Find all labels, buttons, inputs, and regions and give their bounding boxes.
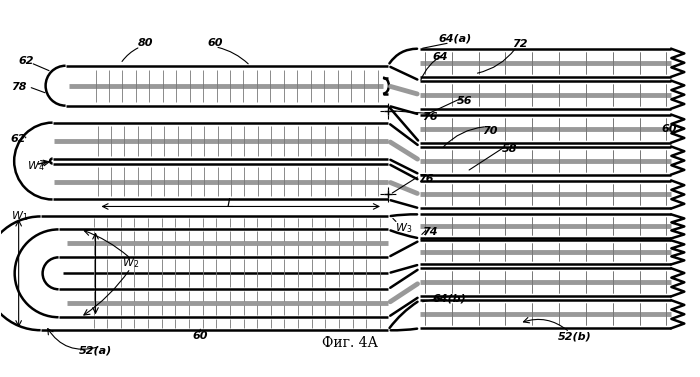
Text: 52(b): 52(b) <box>558 331 591 341</box>
Text: 60: 60 <box>662 124 677 133</box>
Text: 56: 56 <box>457 96 473 106</box>
Text: 76: 76 <box>422 112 438 122</box>
Text: 78: 78 <box>10 82 26 92</box>
Text: 64(a): 64(a) <box>438 34 471 44</box>
Text: 62: 62 <box>10 133 26 144</box>
Text: $W_1$: $W_1$ <box>10 210 28 223</box>
Text: 80: 80 <box>138 38 153 48</box>
Text: $W_2$: $W_2$ <box>122 256 139 270</box>
Text: 72: 72 <box>512 39 527 49</box>
Text: $W_4$: $W_4$ <box>27 159 44 173</box>
Text: 76: 76 <box>418 173 433 184</box>
Text: 52(a): 52(a) <box>79 345 112 355</box>
Text: 70: 70 <box>482 126 498 136</box>
Text: Фиг. 4А: Фиг. 4А <box>322 336 378 350</box>
Text: 62: 62 <box>19 56 34 66</box>
Text: $W_3$: $W_3$ <box>395 222 412 235</box>
Text: 60: 60 <box>193 331 208 341</box>
Text: 64: 64 <box>432 52 447 62</box>
Text: 64(b): 64(b) <box>433 293 467 303</box>
Text: 74: 74 <box>422 227 438 238</box>
Text: 60: 60 <box>207 38 223 48</box>
Text: $L$: $L$ <box>226 197 234 210</box>
Text: 58: 58 <box>502 144 517 153</box>
